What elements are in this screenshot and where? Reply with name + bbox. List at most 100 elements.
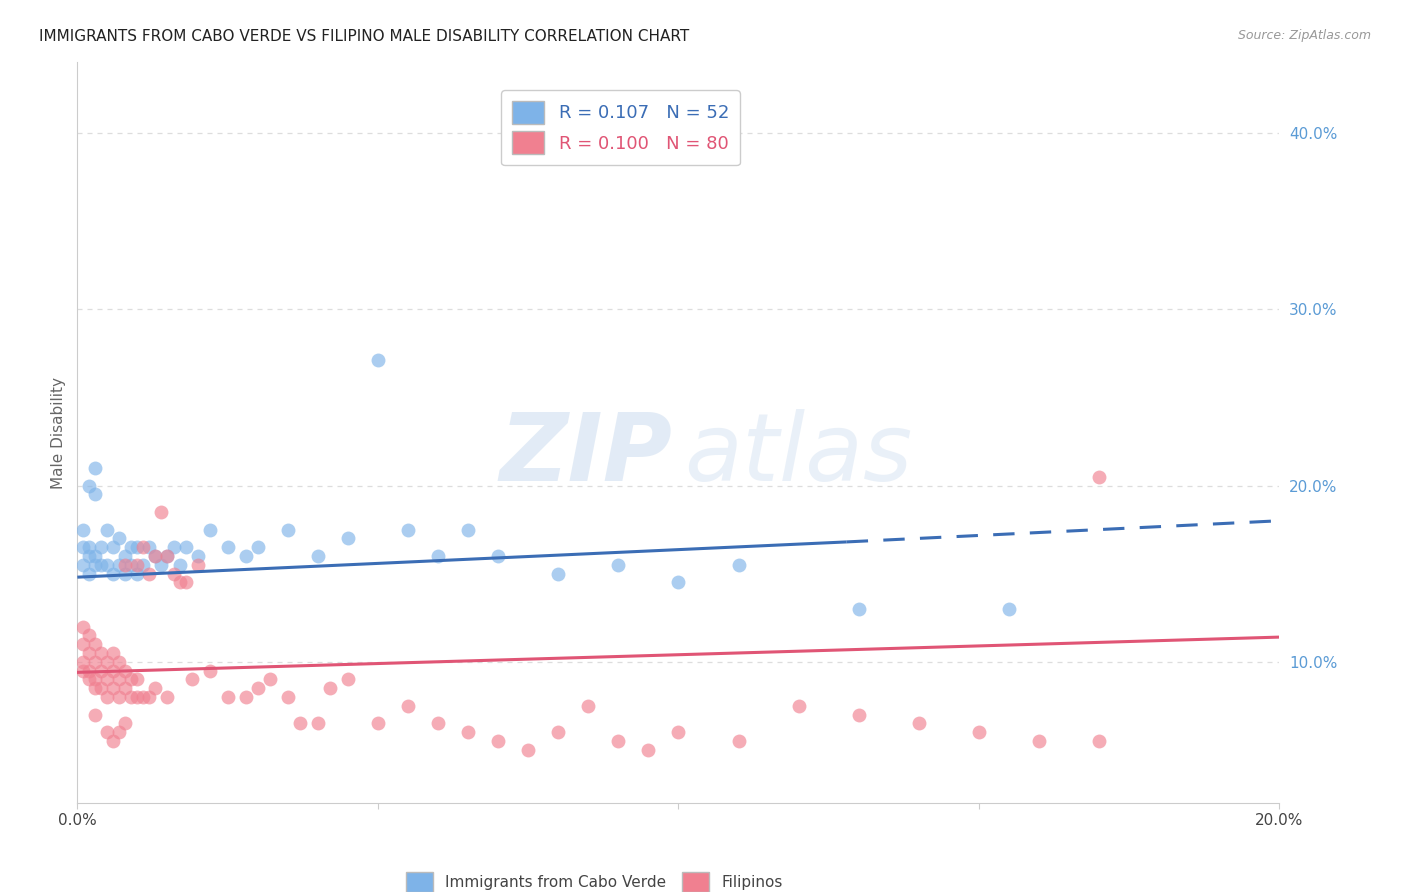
Point	[120, 540, 142, 554]
Point	[79, 628, 101, 642]
Point	[288, 716, 311, 731]
Point	[72, 655, 94, 669]
Point	[367, 353, 389, 368]
Point	[108, 690, 131, 704]
Point	[336, 673, 359, 687]
Point	[84, 655, 107, 669]
Point	[127, 690, 149, 704]
Point	[114, 549, 136, 563]
Point	[259, 673, 281, 687]
Point	[727, 734, 749, 748]
Point	[427, 549, 450, 563]
Point	[457, 725, 479, 739]
Point	[72, 523, 94, 537]
Point	[145, 549, 167, 563]
Point	[217, 690, 239, 704]
Point	[103, 540, 125, 554]
Point	[367, 716, 389, 731]
Point	[576, 698, 599, 713]
Point	[156, 690, 179, 704]
Point	[96, 673, 118, 687]
Text: IMMIGRANTS FROM CABO VERDE VS FILIPINO MALE DISABILITY CORRELATION CHART: IMMIGRANTS FROM CABO VERDE VS FILIPINO M…	[39, 29, 689, 44]
Point	[138, 540, 160, 554]
Point	[90, 664, 112, 678]
Point	[103, 646, 125, 660]
Point	[277, 690, 299, 704]
Y-axis label: Male Disability: Male Disability	[51, 376, 66, 489]
Point	[198, 523, 221, 537]
Text: atlas: atlas	[685, 409, 912, 500]
Point	[84, 487, 107, 501]
Point	[607, 734, 630, 748]
Point	[84, 707, 107, 722]
Point	[127, 566, 149, 581]
Point	[848, 707, 870, 722]
Point	[637, 743, 659, 757]
Point	[607, 558, 630, 572]
Point	[145, 549, 167, 563]
Point	[486, 734, 509, 748]
Point	[90, 558, 112, 572]
Point	[517, 743, 540, 757]
Point	[96, 725, 118, 739]
Point	[72, 664, 94, 678]
Point	[217, 540, 239, 554]
Point	[120, 673, 142, 687]
Point	[84, 461, 107, 475]
Point	[108, 655, 131, 669]
Point	[132, 690, 155, 704]
Point	[174, 575, 197, 590]
Point	[120, 690, 142, 704]
Point	[138, 566, 160, 581]
Point	[547, 725, 569, 739]
Point	[79, 540, 101, 554]
Point	[84, 637, 107, 651]
Point	[187, 558, 209, 572]
Point	[96, 655, 118, 669]
Point	[396, 523, 419, 537]
Point	[79, 549, 101, 563]
Point	[336, 532, 359, 546]
Point	[90, 646, 112, 660]
Point	[1028, 734, 1050, 748]
Point	[108, 725, 131, 739]
Point	[79, 566, 101, 581]
Point	[127, 540, 149, 554]
Point	[79, 673, 101, 687]
Point	[235, 690, 257, 704]
Point	[998, 602, 1021, 616]
Point	[103, 681, 125, 696]
Point	[96, 690, 118, 704]
Point	[72, 558, 94, 572]
Point	[668, 575, 690, 590]
Point	[162, 540, 184, 554]
Point	[169, 558, 191, 572]
Point	[132, 558, 155, 572]
Point	[547, 566, 569, 581]
Point	[277, 523, 299, 537]
Point	[103, 566, 125, 581]
Point	[84, 549, 107, 563]
Point	[103, 734, 125, 748]
Point	[96, 523, 118, 537]
Point	[174, 540, 197, 554]
Legend: Immigrants from Cabo Verde, Filipinos: Immigrants from Cabo Verde, Filipinos	[399, 866, 789, 892]
Point	[103, 664, 125, 678]
Point	[79, 664, 101, 678]
Point	[967, 725, 990, 739]
Point	[396, 698, 419, 713]
Point	[457, 523, 479, 537]
Text: Source: ZipAtlas.com: Source: ZipAtlas.com	[1237, 29, 1371, 42]
Point	[84, 673, 107, 687]
Point	[162, 566, 184, 581]
Point	[132, 540, 155, 554]
Point	[198, 664, 221, 678]
Point	[114, 558, 136, 572]
Point	[187, 549, 209, 563]
Point	[90, 540, 112, 554]
Point	[150, 505, 173, 519]
Point	[114, 681, 136, 696]
Point	[90, 681, 112, 696]
Point	[307, 716, 329, 731]
Point	[79, 478, 101, 492]
